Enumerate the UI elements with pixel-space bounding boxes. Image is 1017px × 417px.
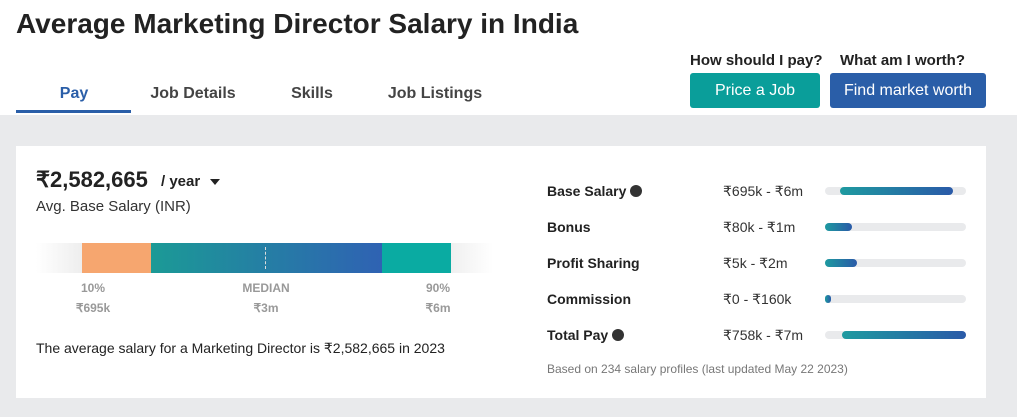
tab[interactable]: Job Listings xyxy=(387,85,483,102)
breakdown-range: ₹695k - ₹6m xyxy=(723,183,804,199)
info-icon[interactable] xyxy=(630,185,643,197)
page-title: Average Marketing Director Salary in Ind… xyxy=(16,8,579,39)
range-bar xyxy=(825,295,831,303)
breakdown-name: Base Salary xyxy=(547,183,643,199)
range-track xyxy=(825,187,966,195)
info-icon[interactable] xyxy=(612,329,625,341)
dropdown-caret[interactable] xyxy=(210,179,220,185)
breakdown-name: Total Pay xyxy=(547,327,625,343)
range-bar xyxy=(825,223,852,231)
salary-label: Avg. Base Salary (INR) xyxy=(36,198,191,215)
range-track xyxy=(825,295,966,303)
breakdown-range: ₹80k - ₹1m xyxy=(723,219,796,235)
salary-description: The average salary for a Marketing Direc… xyxy=(36,340,445,356)
range-track xyxy=(825,259,966,267)
breakdown-range: ₹0 - ₹160k xyxy=(723,291,792,307)
middle-segment xyxy=(151,243,382,273)
breakdown-name: Bonus xyxy=(547,219,591,235)
range-track xyxy=(825,223,966,231)
salary-period[interactable]: / year xyxy=(161,173,201,190)
action-question: How should I pay? xyxy=(690,52,823,69)
salary-amount: ₹2,582,665 xyxy=(36,167,148,192)
row-name: Commission xyxy=(547,291,632,307)
range-bar xyxy=(842,331,966,339)
breakdown-range: ₹5k - ₹2m xyxy=(723,255,788,271)
tab[interactable]: Job Details xyxy=(150,85,236,102)
action-question: What am I worth? xyxy=(840,52,965,69)
row-name: Bonus xyxy=(547,219,591,235)
breakdown-note: Based on 234 salary profiles (last updat… xyxy=(547,362,848,376)
action-button[interactable]: Price a Job xyxy=(690,73,820,108)
row-name: Profit Sharing xyxy=(547,255,640,271)
low-segment xyxy=(82,243,151,273)
distribution-value: ₹695k xyxy=(75,301,111,315)
distribution-label: MEDIAN xyxy=(242,281,290,295)
high-segment xyxy=(382,243,451,273)
range-bar xyxy=(840,187,953,195)
median-line xyxy=(265,247,266,269)
tab[interactable]: Pay xyxy=(59,85,89,102)
action-button[interactable]: Find market worth xyxy=(830,73,986,108)
breakdown-name: Profit Sharing xyxy=(547,255,640,271)
tab[interactable]: Skills xyxy=(291,85,333,102)
breakdown-name: Commission xyxy=(547,291,631,307)
distribution-label: 90% xyxy=(425,281,451,295)
active-tab-underline xyxy=(16,110,131,113)
row-name: Base Salary xyxy=(547,183,627,199)
distribution-value: ₹6m xyxy=(425,301,451,315)
distribution-value: ₹3m xyxy=(253,301,279,315)
range-track xyxy=(825,331,966,339)
row-name: Total Pay xyxy=(547,327,609,343)
range-bar xyxy=(825,259,857,267)
breakdown-range: ₹758k - ₹7m xyxy=(723,327,804,343)
distribution-label: 10% xyxy=(80,281,106,295)
